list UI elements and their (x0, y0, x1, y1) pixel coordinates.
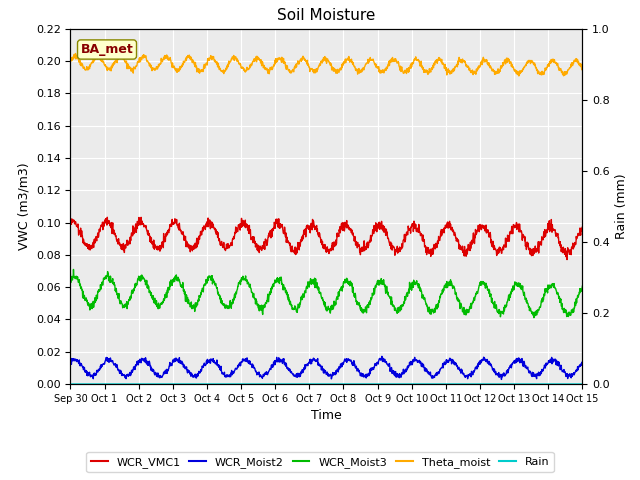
Y-axis label: Rain (mm): Rain (mm) (616, 174, 628, 239)
X-axis label: Time: Time (311, 409, 342, 422)
Legend: WCR_VMC1, WCR_Moist2, WCR_Moist3, Theta_moist, Rain: WCR_VMC1, WCR_Moist2, WCR_Moist3, Theta_… (86, 452, 554, 472)
Title: Soil Moisture: Soil Moisture (277, 9, 376, 24)
Y-axis label: VWC (m3/m3): VWC (m3/m3) (17, 163, 30, 250)
Text: BA_met: BA_met (81, 43, 133, 56)
